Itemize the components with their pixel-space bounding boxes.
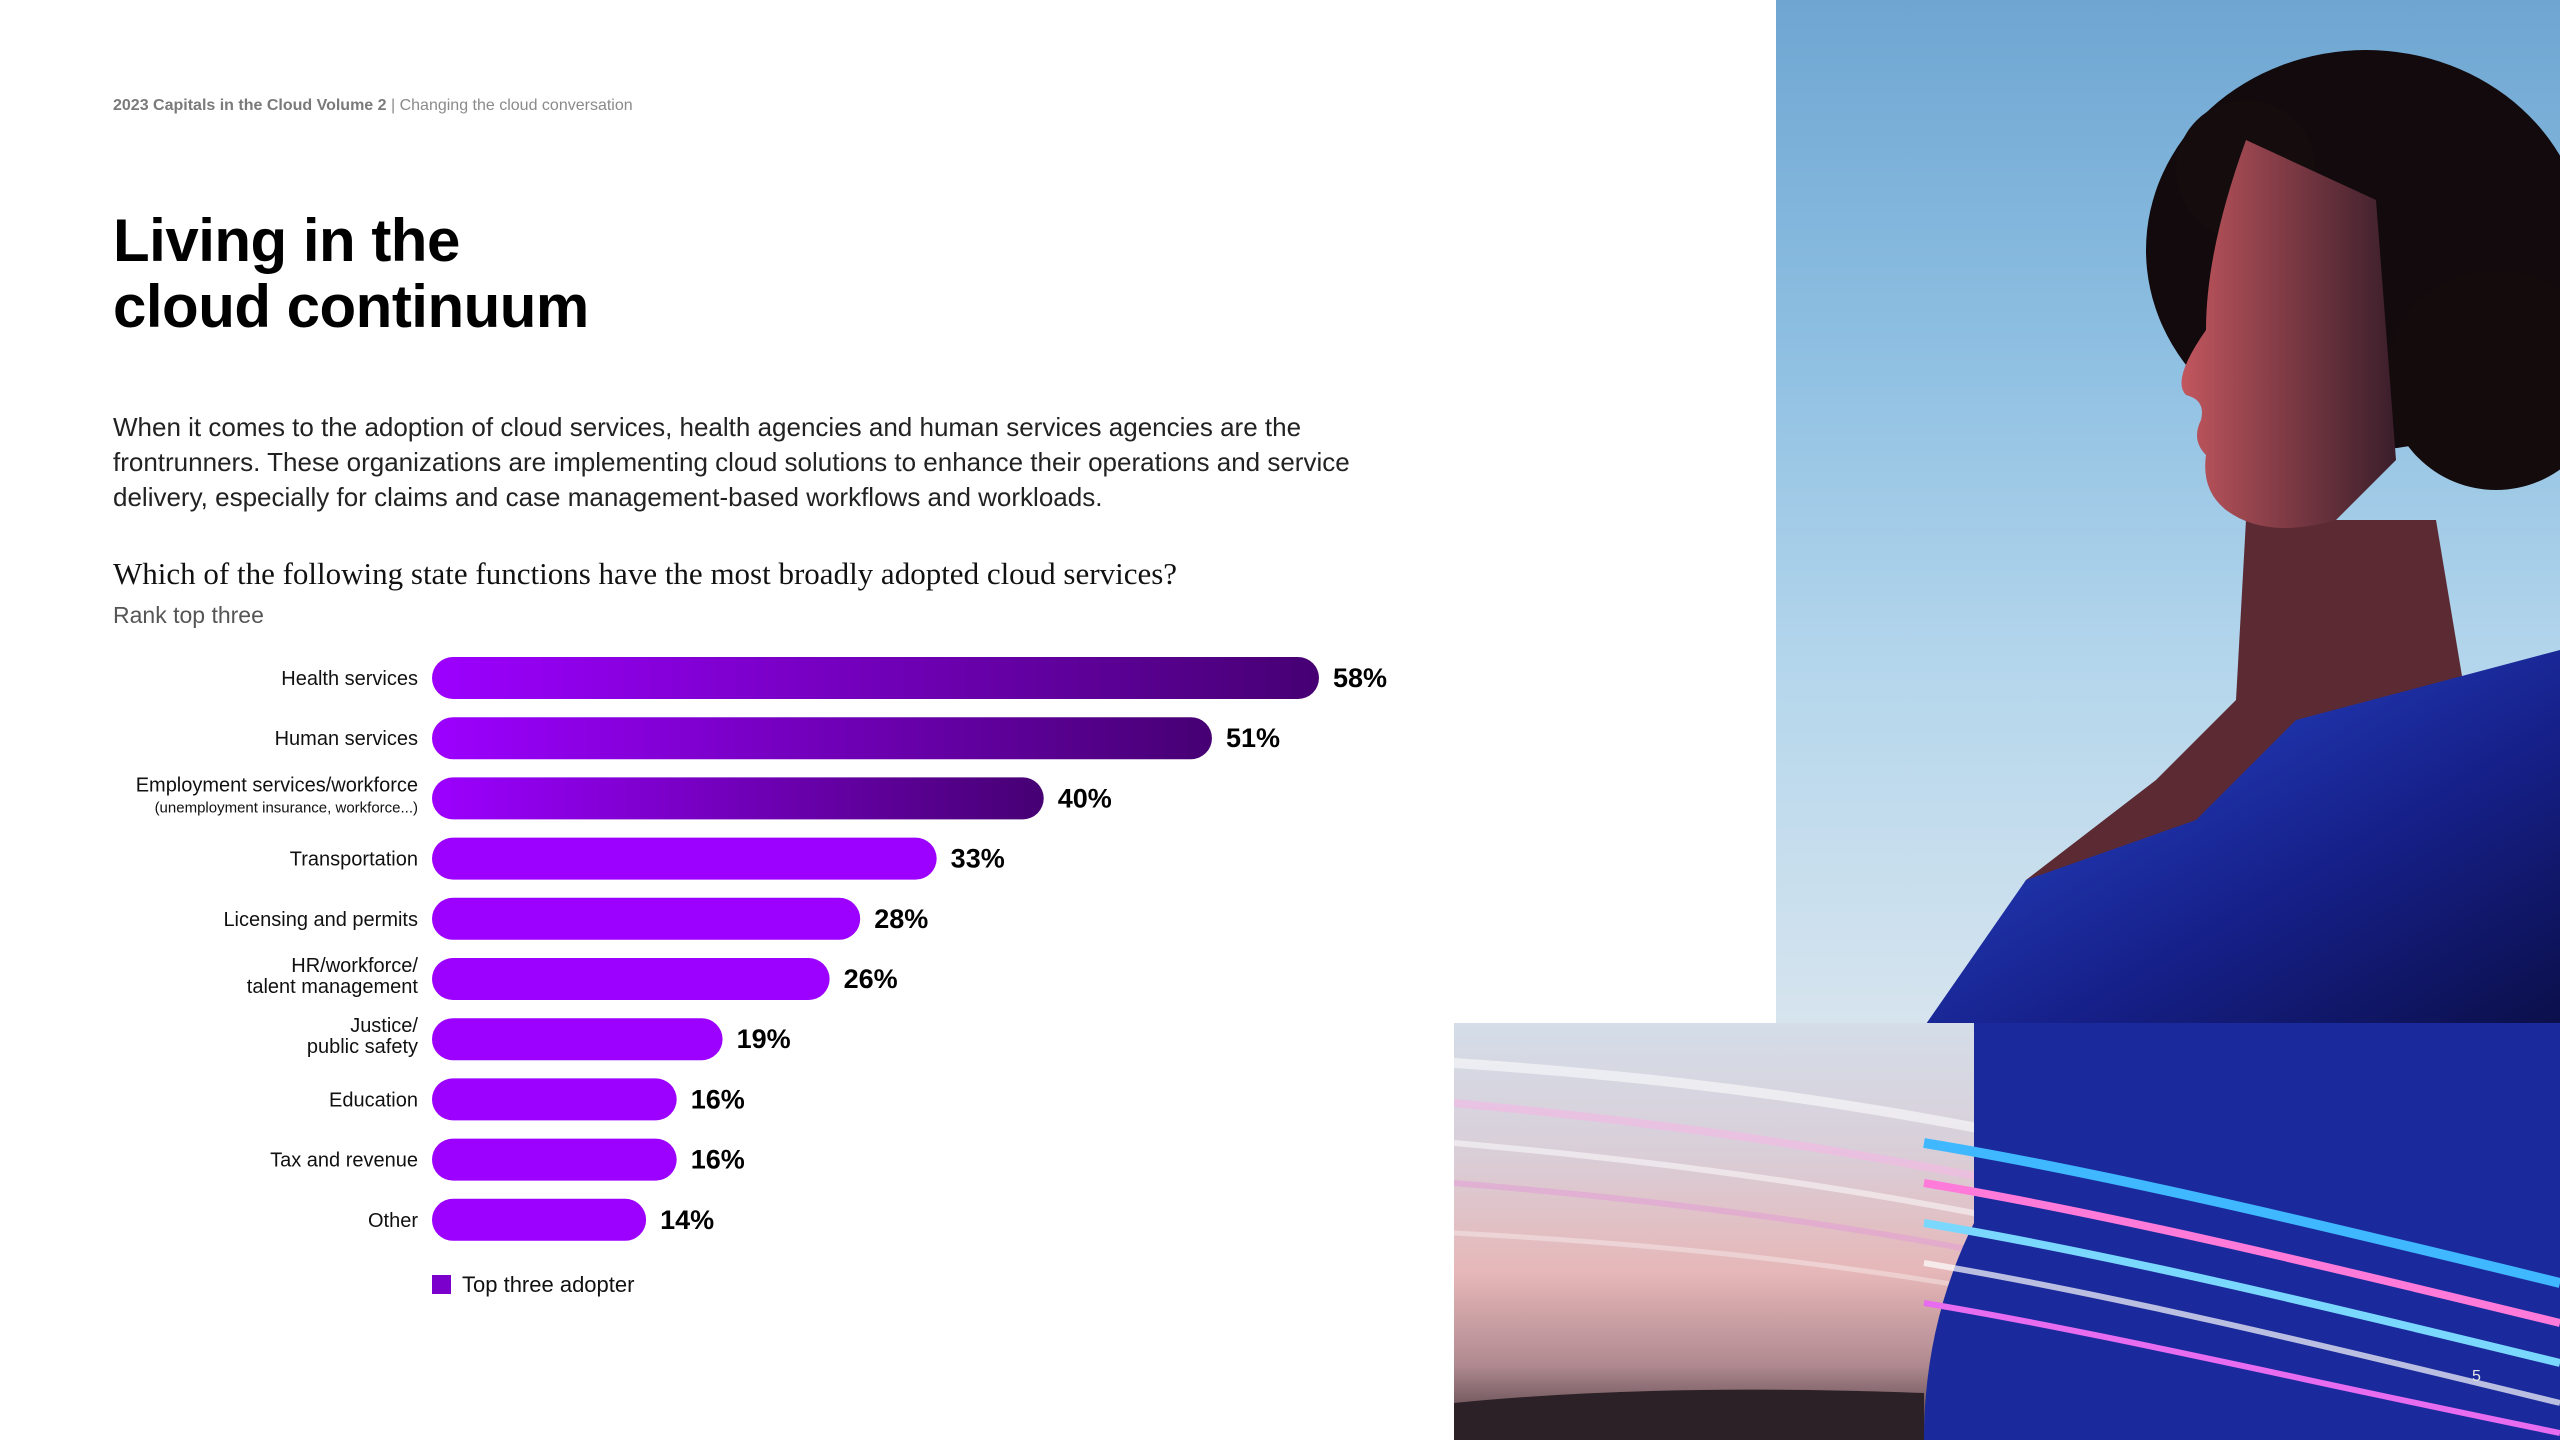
bar-6 xyxy=(432,958,830,1000)
legend-label: Top three adopter xyxy=(462,1272,634,1297)
publication-title: 2023 Capitals in the Cloud Volume 2 xyxy=(113,97,387,114)
page-number: 5 xyxy=(2472,1368,2481,1385)
category-label-3-line-2: (unemployment insurance, workforce...) xyxy=(155,799,418,816)
category-label-6-line-2: talent management xyxy=(247,976,419,998)
legend-swatch xyxy=(432,1275,451,1294)
value-label-3: 40% xyxy=(1058,783,1112,813)
page-title-line-2: cloud continuum xyxy=(113,273,589,340)
value-label-10: 14% xyxy=(660,1205,714,1235)
category-label-1: Health services xyxy=(281,668,418,690)
section-title: Changing the cloud conversation xyxy=(399,97,633,114)
category-label-2: Human services xyxy=(275,728,418,750)
intro-paragraph: When it comes to the adoption of cloud s… xyxy=(113,412,1350,512)
page-title: Living in the cloud continuum xyxy=(113,208,589,340)
hero-image-lower xyxy=(1454,1023,2560,1440)
value-label-1: 58% xyxy=(1333,663,1387,693)
category-label-4: Transportation xyxy=(290,849,418,871)
value-label-8: 16% xyxy=(691,1084,745,1114)
survey-instruction: Rank top three xyxy=(113,602,264,628)
publication-header: 2023 Capitals in the Cloud Volume 2 | Ch… xyxy=(113,97,633,115)
bar-5 xyxy=(432,897,861,940)
adoption-bar-chart: 58% Health services 51% Human services 40% Em… xyxy=(136,657,1387,1297)
bar-8 xyxy=(432,1078,677,1121)
value-label-2: 51% xyxy=(1226,723,1280,753)
page-title-line-1: Living in the xyxy=(113,207,460,274)
category-label-8: Education xyxy=(329,1089,418,1111)
category-label-7-line-1: Justice/ xyxy=(350,1015,418,1037)
survey-question: Which of the following state functions h… xyxy=(113,556,1178,591)
bar-1 xyxy=(432,657,1319,699)
bar-10 xyxy=(432,1198,647,1241)
bar-7 xyxy=(432,1018,723,1061)
light-streaks xyxy=(1454,1023,2560,1440)
value-label-7: 19% xyxy=(737,1024,791,1054)
category-label-10: Other xyxy=(368,1210,418,1232)
value-label-4: 33% xyxy=(951,844,1005,874)
bar-9 xyxy=(432,1138,677,1181)
category-label-5: Licensing and permits xyxy=(223,909,418,931)
bar-2 xyxy=(432,717,1212,760)
woman-silhouette xyxy=(1926,50,2560,1024)
value-label-9: 16% xyxy=(691,1145,745,1175)
value-label-5: 28% xyxy=(874,904,928,934)
hero-image-upper xyxy=(1776,0,2560,1024)
bar-4 xyxy=(432,837,937,880)
header-separator: | xyxy=(386,97,400,114)
category-label-7-line-2: public safety xyxy=(307,1036,418,1058)
bar-3 xyxy=(432,777,1044,820)
category-label-6-line-1: HR/workforce/ xyxy=(291,955,418,977)
category-label-9: Tax and revenue xyxy=(270,1150,418,1172)
category-label-3-line-1: Employment services/workforce xyxy=(136,774,418,796)
value-label-6: 26% xyxy=(844,964,898,994)
